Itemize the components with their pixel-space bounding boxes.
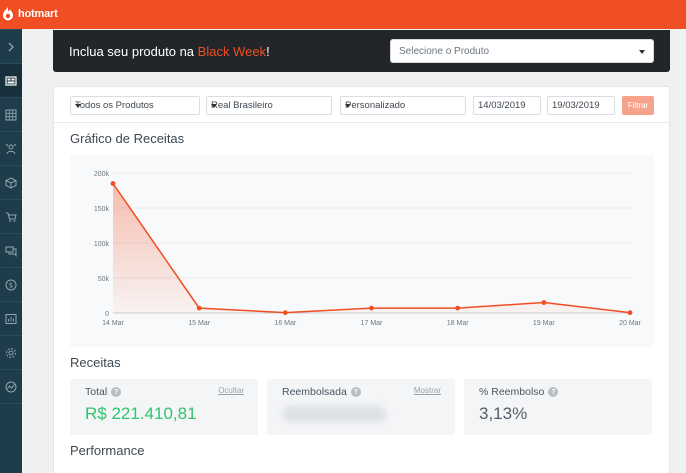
banner-text-suffix: ! <box>266 44 270 59</box>
sidebar-item-messages[interactable] <box>0 233 22 267</box>
chat-icon <box>5 246 17 257</box>
data-point <box>627 310 633 316</box>
sidebar-item-box[interactable] <box>0 165 22 199</box>
gear-icon <box>6 347 16 358</box>
sidebar-item-reports[interactable] <box>0 301 22 335</box>
sidebar-item-affiliates[interactable] <box>0 131 22 165</box>
show-refund-link[interactable]: Mostrar <box>413 386 441 395</box>
help-icon[interactable]: ? <box>548 387 559 397</box>
y-tick-label: 100k <box>94 241 110 248</box>
grid-icon <box>5 109 17 120</box>
product-select-placeholder: Selecione o Produto <box>399 46 490 57</box>
refund-percentage-card: % Reembolso ? 3,13% <box>464 379 652 435</box>
sidebar-spacer <box>0 403 22 473</box>
data-point <box>196 305 202 311</box>
revenue-chart-svg: 0 50k 100k 150k 200k 14 Mar 15 Mar 16 Mar 17 Ma… <box>94 171 642 327</box>
report-icon <box>5 313 17 324</box>
period-filter-value: Personalizado <box>345 100 406 111</box>
data-point <box>110 181 116 186</box>
x-tick-label: 16 Mar <box>274 320 296 327</box>
refund-pct-label: % Reembolso <box>479 386 545 398</box>
sidebar-toggle[interactable] <box>0 29 22 63</box>
chevron-down-icon <box>75 104 81 108</box>
products-filter-value: Todos os Produtos <box>75 100 154 111</box>
revenue-section-title: Receitas <box>70 355 121 370</box>
sidebar-item-analytics[interactable] <box>0 369 22 403</box>
filter-button[interactable]: Filtrar <box>622 96 654 115</box>
date-end-value: 19/03/2019 <box>552 100 600 111</box>
total-label-row: Total ? <box>85 386 122 398</box>
chevron-right-icon <box>8 42 14 51</box>
help-icon[interactable]: ? <box>111 387 122 397</box>
top-bar: hotmart <box>0 0 686 29</box>
sidebar: $ <box>0 29 22 473</box>
chevron-down-icon <box>211 104 217 108</box>
sidebar-item-finance[interactable]: $ <box>0 267 22 301</box>
flame-icon <box>3 7 13 21</box>
y-tick-label: 150k <box>94 206 110 213</box>
x-tick-label: 15 Mar <box>188 320 210 327</box>
hide-total-link[interactable]: Ocultar <box>218 386 244 395</box>
cart-icon <box>6 212 17 222</box>
x-tick-label: 17 Mar <box>361 320 383 327</box>
revenue-chart: 0 50k 100k 150k 200k 14 Mar 15 Mar 16 Mar 17 Ma… <box>70 155 654 347</box>
affiliate-icon <box>5 143 17 154</box>
refund-label-row: Reembolsada ? <box>282 386 361 398</box>
revenue-line <box>112 183 631 314</box>
help-icon[interactable]: ? <box>350 387 361 397</box>
banner-highlight: Black Week <box>197 44 267 59</box>
x-tick-label: 14 Mar <box>102 320 124 327</box>
products-filter-select[interactable]: Todos os Produtos <box>70 96 200 115</box>
x-tick-label: 20 Mar <box>619 320 641 327</box>
analytics-icon <box>5 381 17 392</box>
y-tick-label: 50k <box>98 276 110 283</box>
refund-pct-label-row: % Reembolso ? <box>479 386 559 398</box>
sidebar-item-sales[interactable] <box>0 199 22 233</box>
period-filter-select[interactable]: Personalizado <box>340 96 466 115</box>
date-end-input[interactable]: 19/03/2019 <box>547 96 615 115</box>
x-tick-label: 19 Mar <box>533 320 555 327</box>
dashboard-card: Todos os Produtos Real Brasileiro Person… <box>53 86 671 473</box>
hidden-refund-value <box>282 406 386 422</box>
revenue-area <box>113 183 630 313</box>
data-point <box>455 305 461 311</box>
y-tick-label: 0 <box>105 311 109 318</box>
performance-section-title: Performance <box>70 443 145 458</box>
banner-text-prefix: Inclua seu produto na <box>69 44 198 59</box>
dollar-icon: $ <box>5 279 17 290</box>
y-tick-label: 200k <box>94 171 110 178</box>
black-week-banner: Inclua seu produto na Black Week! Seleci… <box>53 30 670 72</box>
chevron-down-icon <box>345 104 351 108</box>
logo-text: hotmart <box>18 8 58 20</box>
chevron-down-icon <box>639 50 645 54</box>
banner-message: Inclua seu produto na Black Week! <box>69 44 270 59</box>
product-select[interactable]: Selecione o Produto <box>390 39 654 63</box>
chart-section-title: Gráfico de Receitas <box>70 131 185 146</box>
total-revenue-card: Total ? Ocultar R$ 221.410,81 <box>70 379 258 435</box>
currency-filter-value: Real Brasileiro <box>211 100 273 111</box>
refund-label: Reembolsada <box>282 386 347 398</box>
hotmart-logo[interactable]: hotmart <box>1 6 58 22</box>
box-icon <box>5 176 17 189</box>
date-start-input[interactable]: 14/03/2019 <box>473 96 541 115</box>
data-point <box>541 300 547 305</box>
sidebar-item-dashboard[interactable] <box>0 63 22 97</box>
dashboard-icon <box>5 75 17 86</box>
filter-bar: Todos os Produtos Real Brasileiro Person… <box>54 87 671 123</box>
total-label: Total <box>85 386 108 398</box>
refunded-card: Reembolsada ? Mostrar <box>267 379 455 435</box>
sidebar-item-settings[interactable] <box>0 335 22 369</box>
date-start-value: 14/03/2019 <box>478 100 526 111</box>
x-tick-label: 18 Mar <box>447 320 469 327</box>
data-point <box>282 310 288 316</box>
svg-text:$: $ <box>9 281 13 289</box>
refund-percentage-value: 3,13% <box>479 404 528 423</box>
currency-filter-select[interactable]: Real Brasileiro <box>206 96 332 115</box>
data-point <box>369 305 374 311</box>
sidebar-item-products[interactable] <box>0 97 22 131</box>
total-revenue-value: R$ 221.410,81 <box>85 404 197 423</box>
